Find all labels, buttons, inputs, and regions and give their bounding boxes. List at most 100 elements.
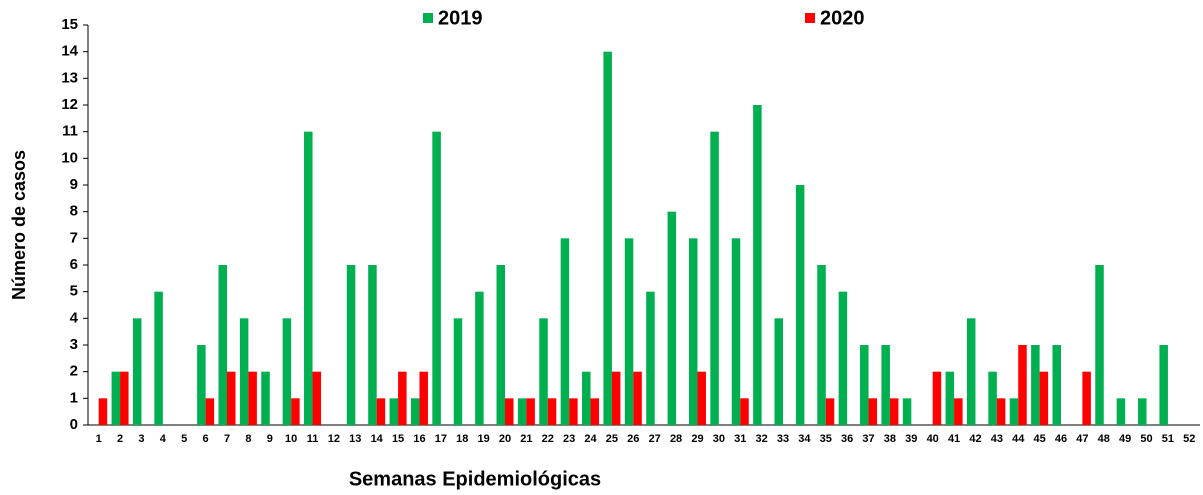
bar [560,238,570,425]
bar [667,211,677,425]
bar [282,318,292,425]
bar [432,131,441,425]
x-tick-label: 27 [649,433,661,445]
bar [881,345,890,425]
x-tick-label: 10 [285,433,297,445]
bar [496,265,505,425]
x-tick-label: 8 [245,433,251,445]
bar [248,371,257,425]
x-tick-label: 5 [181,433,187,445]
bar [517,398,527,425]
bar [996,398,1006,425]
x-tick-label: 16 [413,433,425,445]
x-tick-label: 35 [820,433,832,445]
x-tick-label: 39 [905,433,917,445]
x-tick-label: 29 [691,433,703,445]
x-tick-label: 30 [713,433,725,445]
legend-swatch [805,13,815,23]
bar [1116,398,1126,425]
bar [419,371,428,425]
x-tick-label: 51 [1162,433,1174,445]
x-tick-label: 33 [777,433,789,445]
x-tick-label: 23 [563,433,575,445]
x-tick-label: 45 [1033,433,1045,445]
legend-label: 2019 [438,7,483,29]
x-tick-label: 4 [160,433,167,445]
bar [795,185,805,425]
bar [111,371,121,425]
x-tick-label: 32 [755,433,767,445]
bar [945,371,955,425]
bar [774,318,783,425]
bar [312,371,322,425]
bar [505,398,514,425]
x-tick-label: 34 [798,433,811,445]
bar [868,398,878,425]
bar [569,398,578,425]
y-tick-label: 15 [61,16,78,33]
x-tick-label: 28 [670,433,682,445]
x-tick-label: 17 [435,433,447,445]
x-tick-label: 41 [948,433,960,445]
bar [603,51,612,426]
bar [526,398,535,425]
x-tick-label: 49 [1119,433,1131,445]
x-tick-label: 26 [627,433,639,445]
y-tick-label: 3 [70,336,78,353]
bar [1039,371,1049,425]
bar [1138,398,1147,425]
bar [590,398,600,425]
x-tick-label: 52 [1183,433,1195,445]
bar [1082,371,1091,425]
bar [1159,345,1168,425]
y-tick-label: 14 [61,43,78,60]
x-tick-label: 37 [862,433,874,445]
bar [731,238,741,425]
bar [547,398,557,425]
bar [239,318,249,425]
y-tick-label: 6 [70,256,78,273]
x-tick-label: 12 [328,433,340,445]
y-tick-label: 1 [70,389,78,406]
bar [889,398,899,425]
y-tick-label: 2 [70,363,78,380]
bar [376,398,386,425]
x-tick-label: 46 [1055,433,1067,445]
bar [205,398,215,425]
x-tick-label: 38 [884,433,896,445]
bar [710,131,719,425]
bar [697,371,706,425]
x-tick-label: 21 [520,433,532,445]
x-tick-label: 22 [542,433,554,445]
bar [966,318,976,425]
y-tick-label: 11 [62,123,78,140]
bar [368,265,377,425]
bar [453,318,463,425]
x-tick-label: 44 [1012,433,1025,445]
bar [410,398,420,425]
x-tick-label: 20 [499,433,511,445]
y-tick-label: 7 [70,229,78,246]
bar [261,371,270,425]
legend-label: 2020 [820,7,865,29]
x-tick-label: 15 [392,433,404,445]
y-tick-label: 5 [70,283,78,300]
bar [197,345,206,425]
x-tick-label: 13 [349,433,361,445]
bar [988,371,997,425]
bar [475,291,484,425]
x-tick-label: 50 [1140,433,1152,445]
bar [132,318,142,425]
bar [646,291,655,425]
bar [932,371,942,425]
bar [154,291,163,425]
bar [120,371,129,425]
bar [954,398,963,425]
y-tick-label: 4 [70,309,79,326]
x-tick-label: 25 [606,433,618,445]
x-tick-label: 1 [96,433,102,445]
bar [98,398,108,425]
x-tick-label: 6 [203,433,209,445]
bar [291,398,300,425]
bar [398,371,407,425]
